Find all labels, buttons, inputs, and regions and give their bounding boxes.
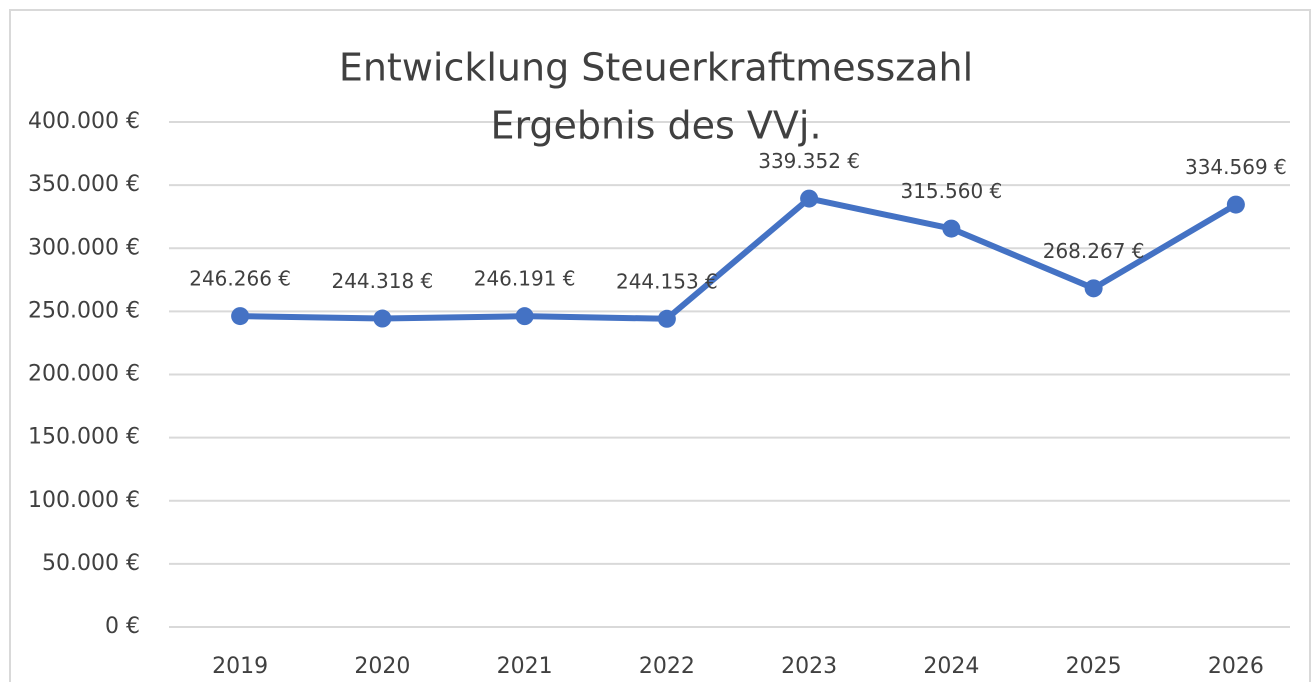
data-label: 246.266 € [189, 267, 291, 291]
y-tick-label: 250.000 € [28, 298, 140, 323]
x-tick-label: 2025 [1066, 654, 1122, 679]
x-tick-label: 2020 [354, 654, 410, 679]
marker [231, 307, 250, 326]
chart-subtitle: Ergebnis des VVj. [490, 104, 821, 148]
marker [942, 219, 961, 238]
x-tick-label: 2024 [923, 654, 979, 679]
chart-title: Entwicklung Steuerkraftmesszahl [339, 46, 973, 90]
grid [169, 121, 1290, 628]
line [240, 195, 1238, 322]
y-tick-label: 150.000 € [28, 425, 140, 450]
data-label: 246.191 € [474, 267, 576, 291]
x-tick-label: 2023 [781, 654, 837, 679]
marker [1084, 279, 1103, 298]
data-label: 268.267 € [1043, 239, 1145, 263]
y-tick-label: 400.000 € [28, 109, 140, 134]
data-label: 334.569 € [1185, 155, 1287, 179]
marker [1226, 195, 1245, 214]
y-tick-label: 200.000 € [28, 362, 140, 387]
y-tick-label: 350.000 € [28, 172, 140, 197]
marker [800, 189, 819, 208]
y-tick-label: 50.000 € [42, 551, 140, 576]
data-label: 339.352 € [758, 149, 860, 173]
x-tick-label: 2019 [212, 654, 268, 679]
x-tick-label: 2022 [639, 654, 695, 679]
x-tick-label: 2026 [1208, 654, 1264, 679]
y-tick-label: 100.000 € [28, 488, 140, 513]
y-tick-label: 300.000 € [28, 235, 140, 260]
marker [515, 307, 534, 326]
data-label: 244.153 € [616, 269, 718, 293]
data-label: 315.560 € [900, 179, 1002, 203]
marker [373, 309, 392, 328]
data-label: 244.318 € [331, 269, 433, 293]
y-tick-label: 0 € [105, 614, 140, 639]
x-tick-label: 2021 [497, 654, 553, 679]
marker [657, 309, 676, 328]
